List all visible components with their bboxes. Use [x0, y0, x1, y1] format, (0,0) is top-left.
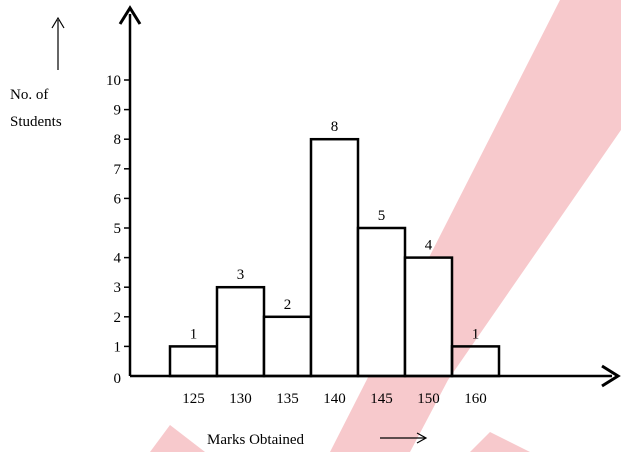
- y-tick-label-1: 1: [114, 339, 122, 355]
- data-label-125-130: 1: [190, 326, 198, 342]
- x-tick-label-150: 150: [417, 391, 440, 407]
- data-label-150-155: 4: [425, 238, 433, 254]
- right-arrow-head: [416, 432, 428, 444]
- y-tick-label-6: 6: [114, 191, 122, 207]
- x-tick-label-160: 160: [464, 391, 487, 407]
- data-label-160-165: 1: [472, 326, 480, 342]
- x-tick-label-145: 145: [370, 391, 393, 407]
- data-label-130-135: 3: [237, 267, 245, 283]
- bar-130-135: [215, 285, 266, 378]
- y-tick-label-2: 2: [114, 310, 122, 326]
- bars-group: [168, 137, 501, 378]
- x-tick-label-130: 130: [229, 391, 252, 407]
- bar-135-140: [262, 315, 313, 378]
- y-tick-label-4: 4: [114, 251, 122, 267]
- y-tick-label-3: 3: [114, 280, 122, 296]
- data-label-140-145: 8: [331, 119, 339, 135]
- x-tick-label-125: 125: [182, 391, 205, 407]
- bar-150-155: [403, 256, 454, 378]
- y-tick-label-8: 8: [114, 132, 122, 148]
- x-ticks-group: 125 130 135 140 145 150 160: [182, 391, 487, 407]
- x-tick-label-135: 135: [276, 391, 299, 407]
- y-ticks-group: 0 1 2 3 4 5 6 7 8 9 10: [106, 73, 130, 387]
- y-axis-label-line1: No. of: [10, 87, 48, 103]
- x-axis-title: Marks Obtained: [207, 432, 428, 448]
- axes: [118, 5, 621, 388]
- bar-145-150: [356, 226, 407, 378]
- bar-125-130: [168, 345, 219, 378]
- up-arrow-head: [51, 16, 65, 29]
- x-axis-label: Marks Obtained: [207, 432, 305, 448]
- y-tick-label-0: 0: [114, 371, 122, 387]
- data-labels-group: 1 3 2 8 5 4 1: [190, 119, 480, 342]
- y-tick-label-5: 5: [114, 221, 122, 237]
- x-tick-label-140: 140: [323, 391, 346, 407]
- y-tick-label-9: 9: [114, 103, 122, 119]
- data-label-135-140: 2: [284, 297, 292, 313]
- watermark-background: [150, 0, 621, 452]
- data-label-145-150: 5: [378, 208, 386, 224]
- y-axis-title: No. of Students: [10, 16, 65, 130]
- x-axis-arrowhead: [601, 364, 621, 388]
- y-axis-arrowhead: [118, 5, 142, 25]
- bar-140-145: [309, 137, 360, 378]
- y-axis-label-line2: Students: [10, 114, 62, 130]
- y-tick-label-7: 7: [114, 162, 122, 178]
- y-tick-label-10: 10: [106, 73, 121, 89]
